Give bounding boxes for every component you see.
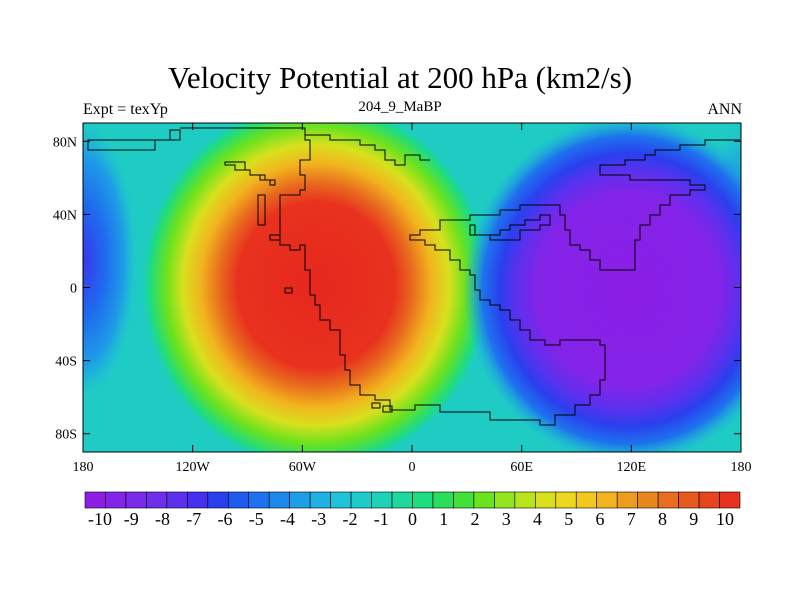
colorbar-label: 0	[408, 509, 417, 529]
x-tick-label: 120E	[617, 460, 647, 475]
coastline	[87, 127, 740, 426]
colorbar-label: -9	[124, 509, 139, 529]
colorbar-swatch	[473, 491, 495, 509]
negative-minimum	[463, 123, 741, 452]
contour-field	[83, 123, 741, 452]
x-tick-label: 60W	[289, 460, 317, 475]
colorbar-label: -1	[374, 509, 389, 529]
x-tick-label: 180	[73, 460, 94, 475]
colorbar-swatch	[719, 491, 741, 509]
colorbar-label: 2	[471, 509, 480, 529]
colorbar-swatch	[227, 491, 250, 509]
y-tick-label: 40N	[53, 208, 77, 223]
colorbar-label: 6	[596, 509, 605, 529]
colorbar-swatch	[248, 491, 270, 509]
colorbar-label: -10	[88, 509, 112, 529]
colorbar-swatch	[698, 491, 720, 509]
colorbar-swatch	[330, 491, 352, 509]
colorbar-swatch	[187, 491, 209, 509]
colorbar-swatch	[575, 491, 598, 509]
colorbar-swatch	[535, 491, 557, 509]
colorbar-swatch	[637, 491, 659, 509]
colorbar-label: -8	[155, 509, 170, 529]
season-label: ANN	[707, 101, 742, 118]
colorbar-swatch	[657, 491, 679, 509]
colorbar-label: 1	[439, 509, 448, 529]
colorbar-swatch	[207, 491, 229, 509]
colorbar-swatch	[555, 491, 577, 509]
colorbar-label: -6	[218, 509, 233, 529]
colorbar-swatch	[596, 491, 618, 509]
colorbar-swatch	[84, 491, 106, 509]
colorbar-swatch	[616, 491, 638, 509]
case-label: 204_9_MaBP	[358, 99, 442, 115]
colorbar-swatch	[125, 491, 147, 509]
colorbar-swatch	[350, 491, 372, 509]
colorbar-label: -5	[249, 509, 264, 529]
colorbar-label: -7	[186, 509, 201, 529]
y-tick-label: 80N	[53, 135, 77, 150]
colorbar-swatch	[268, 491, 290, 509]
colorbar-label: 10	[716, 509, 734, 529]
colorbar-swatch	[166, 491, 188, 509]
colorbar-swatch	[432, 491, 454, 509]
x-tick-label: 0	[409, 460, 416, 475]
colorbar-label: -3	[311, 509, 326, 529]
colorbar-label: 9	[689, 509, 698, 529]
y-tick-label: 40S	[55, 355, 77, 370]
colorbar-label: 5	[564, 509, 573, 529]
experiment-label: Expt = texYp	[83, 101, 168, 118]
negative-lobe-west	[83, 123, 138, 400]
colorbar-label: -4	[280, 509, 295, 529]
colorbar-swatch	[105, 491, 127, 509]
colorbar-swatch	[453, 491, 475, 509]
y-tick-label: 0	[70, 282, 77, 297]
plot-title: Velocity Potential at 200 hPa (km2/s)	[167, 60, 633, 95]
colorbar-label: 7	[627, 509, 636, 529]
x-tick-label: 180	[731, 460, 752, 475]
colorbar-label: 8	[658, 509, 667, 529]
axis-ticks: 180 120W 60W 0 60E 120E 180 80N 40N 0 40S 80S	[53, 123, 752, 475]
colorbar-swatch	[391, 491, 413, 509]
colorbar-swatch	[371, 491, 393, 509]
colorbar-swatch	[289, 491, 311, 509]
x-tick-label: 120W	[176, 460, 211, 475]
colorbar-swatch	[412, 491, 434, 509]
colorbar: -10 -9 -8 -7 -6 -5 -4 -3 -2 -1 0 1 2 3 4 5 6 7 8 9 10	[84, 491, 741, 529]
colorbar-label: 3	[502, 509, 511, 529]
colorbar-swatch	[309, 491, 331, 509]
colorbar-swatch	[678, 491, 700, 509]
colorbar-swatch	[514, 491, 536, 509]
positive-maximum	[141, 123, 491, 452]
colorbar-swatch	[494, 491, 516, 509]
colorbar-swatch	[146, 491, 168, 509]
x-tick-label: 60E	[510, 460, 533, 475]
colorbar-label: 4	[533, 509, 542, 529]
y-tick-label: 80S	[55, 428, 77, 443]
colorbar-label: -2	[343, 509, 358, 529]
